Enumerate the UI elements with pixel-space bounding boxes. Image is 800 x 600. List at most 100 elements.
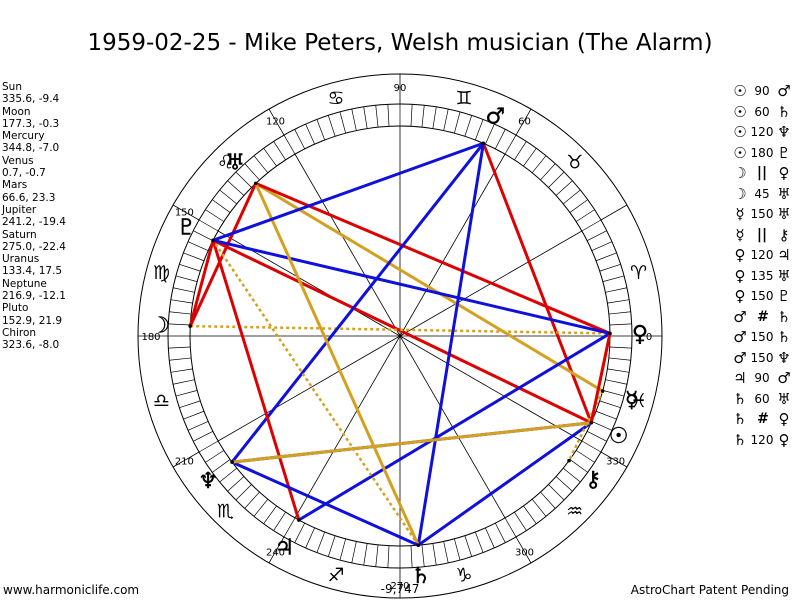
degree-tick — [514, 141, 527, 161]
aspect-planet-a-glyph: ☉ — [733, 143, 747, 162]
degree-tick — [327, 535, 336, 557]
degree-tick — [531, 498, 547, 517]
capricorn-sign-glyph: ♑ — [455, 565, 472, 587]
degree-tick — [172, 379, 195, 385]
venus-glyph: ♀ — [632, 322, 648, 347]
inner-spoke — [399, 153, 506, 337]
aspect-planet-b-glyph: ♇ — [777, 143, 791, 162]
chiron-glyph: ⚷ — [585, 467, 601, 492]
scorpio-sign-glyph: ♏ — [217, 501, 234, 523]
degree-label: 210 — [175, 457, 194, 468]
aspect-planet-a-glyph: ☽ — [733, 184, 747, 203]
aspect-angle: 60 — [754, 391, 770, 406]
degree-tick — [253, 155, 269, 174]
aspect-planet-a-glyph: ☿ — [735, 225, 745, 244]
moon-glyph: ☽ — [150, 314, 170, 339]
inner-spoke — [294, 153, 401, 337]
aspect-row: ☉ 120 ♆ — [730, 122, 798, 143]
degree-tick — [504, 134, 517, 155]
degree-tick — [454, 111, 461, 134]
aspect-row: ♀ 135 ♅ — [730, 266, 798, 287]
degree-tick — [586, 230, 607, 241]
footer-site-link[interactable]: www.harmoniclife.com — [3, 583, 140, 597]
degree-tick — [432, 543, 437, 566]
degree-tick — [607, 368, 630, 373]
aspect-planet-a-glyph: ♀ — [734, 287, 746, 306]
cancer-sign-glyph: ♋ — [328, 87, 345, 109]
degree-tick — [212, 199, 231, 213]
planet-position-moon: 177.3, -0.3 — [2, 117, 60, 130]
aspect-row: ☽ || ♀ — [730, 163, 798, 184]
aspect-planet-a-glyph: ♂ — [733, 307, 747, 326]
aspect-angle: 45 — [754, 186, 770, 201]
planet-name-uranus: Uranus — [2, 253, 40, 266]
aspect-planet-b-glyph: ♅ — [777, 184, 791, 203]
leo-sign-glyph: ♌ — [217, 151, 234, 173]
degree-tick — [169, 311, 192, 315]
pisces-sign-glyph: ♓ — [630, 390, 647, 412]
degree-tick — [605, 287, 628, 293]
planet-marker — [297, 518, 301, 522]
degree-label: 300 — [515, 548, 534, 559]
pluto-glyph: ♇ — [176, 216, 196, 241]
planet-marker — [608, 331, 612, 336]
degree-tick — [605, 379, 628, 385]
aspect-planet-b-glyph: ♄ — [777, 328, 791, 347]
degree-tick — [410, 545, 413, 568]
degree-tick — [599, 400, 621, 409]
planet-name-moon: Moon — [2, 105, 31, 118]
neptune-glyph: ♆ — [198, 469, 218, 494]
degree-tick — [253, 498, 269, 517]
aspect-planet-a-glyph: ♂ — [733, 348, 747, 367]
footer-patent-note: AstroChart Patent Pending — [630, 583, 789, 597]
dial-offset-label: -9,747 — [381, 582, 420, 596]
degree-tick — [485, 527, 495, 549]
planet-name-saturn: Saturn — [2, 228, 37, 241]
aspect-row: ♂ # ♄ — [730, 307, 798, 328]
aspect-angle: 180 — [750, 145, 774, 160]
planet-marker — [253, 181, 258, 186]
degree-tick — [495, 522, 506, 543]
aspect-angle: 90 — [754, 371, 770, 386]
degree-tick — [179, 400, 201, 409]
aspect-planet-a-glyph: ☽ — [733, 164, 747, 183]
degree-tick — [540, 163, 556, 181]
degree-tick — [586, 431, 607, 442]
aspect-line — [298, 332, 611, 522]
aspect-angle: 60 — [754, 104, 770, 119]
degree-tick — [575, 209, 595, 222]
degree-tick — [273, 141, 286, 161]
planet-position-mercury: 344.8, -7.0 — [2, 142, 60, 155]
aspect-angle: 120 — [750, 248, 774, 263]
degree-tick — [294, 522, 305, 543]
degree-tick — [474, 531, 484, 553]
degree-tick — [175, 390, 198, 397]
planet-position-list: Sun 335.6, -9.4 Moon 177.3, -0.3 Mercury 344.… — [2, 81, 66, 352]
degree-tick — [464, 115, 473, 137]
aspect-planet-a-glyph: ♀ — [734, 266, 746, 285]
planet-marker — [416, 543, 421, 548]
planet-position-neptune: 216.9, -12.1 — [2, 290, 66, 303]
aspect-row: ☉ 60 ♄ — [730, 102, 798, 123]
degree-tick — [172, 287, 195, 293]
degree-tick — [205, 450, 225, 463]
degree-tick — [581, 440, 602, 453]
gemini-sign-glyph: ♊ — [455, 87, 472, 109]
aspect-row: ☿ 150 ♅ — [730, 204, 798, 225]
aspect-planet-a-glyph: ♀ — [734, 246, 746, 265]
degree-tick — [327, 115, 336, 137]
degree-tick — [443, 541, 449, 564]
degree-tick — [316, 531, 326, 553]
degree-tick — [227, 476, 245, 492]
degree-tick — [219, 189, 238, 205]
inner-spoke — [217, 335, 401, 442]
virgo-sign-glyph: ♍ — [153, 262, 170, 284]
degree-tick — [244, 491, 260, 509]
degree-tick — [591, 241, 613, 251]
planet-marker — [211, 238, 215, 243]
degree-tick — [179, 263, 201, 272]
degree-tick — [562, 467, 581, 483]
degree-tick — [609, 323, 632, 326]
aspect-angle: || — [756, 226, 768, 243]
aspect-planet-a-glyph: ☉ — [733, 123, 747, 142]
